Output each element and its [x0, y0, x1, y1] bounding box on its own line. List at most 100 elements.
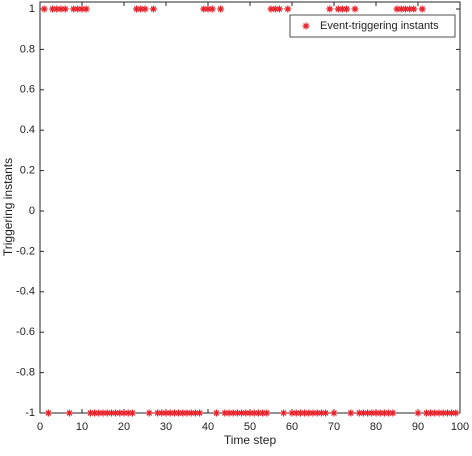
marker	[393, 5, 401, 13]
marker	[288, 409, 296, 417]
marker	[431, 409, 439, 417]
marker	[221, 409, 229, 417]
marker	[149, 5, 157, 13]
marker	[40, 5, 48, 13]
marker	[95, 409, 103, 417]
y-tick-label: 1	[29, 3, 35, 15]
marker	[204, 5, 212, 13]
marker	[70, 5, 78, 13]
marker	[439, 409, 447, 417]
marker	[368, 409, 376, 417]
y-tick-label: 0	[29, 205, 35, 217]
marker	[452, 409, 460, 417]
marker	[233, 409, 241, 417]
marker	[343, 5, 351, 13]
x-tick-label: 0	[37, 421, 43, 433]
y-tick-label: 0.4	[20, 124, 35, 136]
marker	[376, 409, 384, 417]
marker	[355, 409, 363, 417]
marker	[435, 409, 443, 417]
marker	[326, 5, 334, 13]
marker	[200, 5, 208, 13]
marker	[443, 409, 451, 417]
marker	[284, 5, 292, 13]
marker	[410, 5, 418, 13]
marker	[330, 409, 338, 417]
marker	[359, 409, 367, 417]
marker	[107, 409, 115, 417]
marker	[158, 409, 166, 417]
marker	[137, 5, 145, 13]
marker	[427, 409, 435, 417]
marker	[301, 409, 309, 417]
marker	[242, 409, 250, 417]
marker	[317, 409, 325, 417]
marker	[103, 409, 111, 417]
marker	[225, 409, 233, 417]
marker	[448, 409, 456, 417]
y-tick-label: 0.6	[20, 84, 35, 96]
y-tick-label: -0.8	[16, 367, 35, 379]
marker	[254, 409, 262, 417]
marker	[65, 409, 73, 417]
x-tick-label: 80	[370, 421, 382, 433]
marker	[296, 409, 304, 417]
marker	[309, 409, 317, 417]
marker	[116, 409, 124, 417]
marker	[53, 5, 61, 13]
y-tick-label: -0.6	[16, 326, 35, 338]
marker	[112, 409, 120, 417]
marker	[271, 5, 279, 13]
x-tick-label: 30	[160, 421, 172, 433]
marker	[389, 409, 397, 417]
marker	[275, 5, 283, 13]
marker	[263, 409, 271, 417]
x-tick-label: 60	[286, 421, 298, 433]
marker	[259, 409, 267, 417]
marker	[128, 409, 136, 417]
marker	[175, 409, 183, 417]
plot-box	[39, 1, 461, 414]
marker	[401, 5, 409, 13]
marker	[250, 409, 258, 417]
legend-label: Event-triggering instants	[320, 20, 439, 32]
marker	[238, 409, 246, 417]
marker	[418, 5, 426, 13]
marker	[338, 5, 346, 13]
marker	[162, 409, 170, 417]
marker	[347, 409, 355, 417]
marker	[322, 409, 330, 417]
x-tick-label: 90	[412, 421, 424, 433]
marker	[422, 409, 430, 417]
x-tick-label: 40	[202, 421, 214, 433]
marker	[49, 5, 57, 13]
y-tick-label: -1	[25, 407, 35, 419]
marker	[124, 409, 132, 417]
marker	[196, 409, 204, 417]
marker	[305, 409, 313, 417]
x-tick-label: 10	[76, 421, 88, 433]
marker	[217, 5, 225, 13]
marker	[229, 409, 237, 417]
marker	[280, 409, 288, 417]
marker	[44, 409, 52, 417]
marker	[183, 409, 191, 417]
legend-marker	[302, 22, 310, 30]
marker	[246, 409, 254, 417]
marker	[179, 409, 187, 417]
marker	[208, 5, 216, 13]
y-tick-label: 0.8	[20, 43, 35, 55]
x-tick-label: 100	[451, 421, 469, 433]
marker	[154, 409, 162, 417]
marker	[57, 5, 65, 13]
marker	[133, 5, 141, 13]
marker	[372, 409, 380, 417]
legend-box	[289, 14, 456, 38]
y-axis-label: Triggering instants	[1, 158, 15, 256]
marker	[141, 5, 149, 13]
marker	[313, 409, 321, 417]
marker	[86, 409, 94, 417]
y-tick-label: -0.2	[16, 245, 35, 257]
marker	[414, 409, 422, 417]
